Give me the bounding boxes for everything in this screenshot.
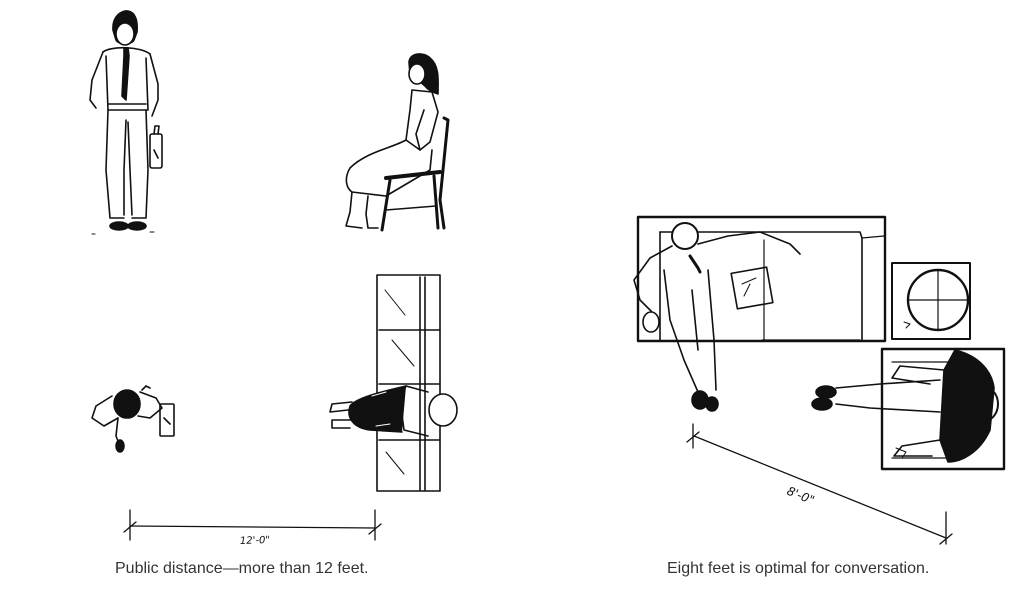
sofa-plan — [636, 215, 887, 343]
dimension-label-8ft: 8'-0" — [785, 484, 817, 508]
dimension-label-12ft: 12'-0" — [240, 535, 270, 547]
sitting-man-plan — [633, 222, 801, 412]
seated-man-armchair-plan — [811, 349, 999, 463]
papers-on-sofa — [730, 266, 774, 310]
caption-public-distance: Public distance—more than 12 feet. — [115, 560, 369, 577]
seated-woman-elevation — [345, 53, 450, 232]
walking-man-plan — [91, 385, 175, 453]
dimension-line-12ft: 12'-0" — [123, 509, 382, 547]
side-table-plan — [891, 262, 971, 340]
caption-conversation-distance: Eight feet is optimal for conversation. — [667, 560, 930, 577]
seated-woman-plan — [329, 385, 458, 437]
bench-seat-plan — [376, 274, 441, 492]
standing-man-elevation — [89, 10, 163, 235]
dimension-line-8ft: 8'-0" — [686, 423, 953, 545]
